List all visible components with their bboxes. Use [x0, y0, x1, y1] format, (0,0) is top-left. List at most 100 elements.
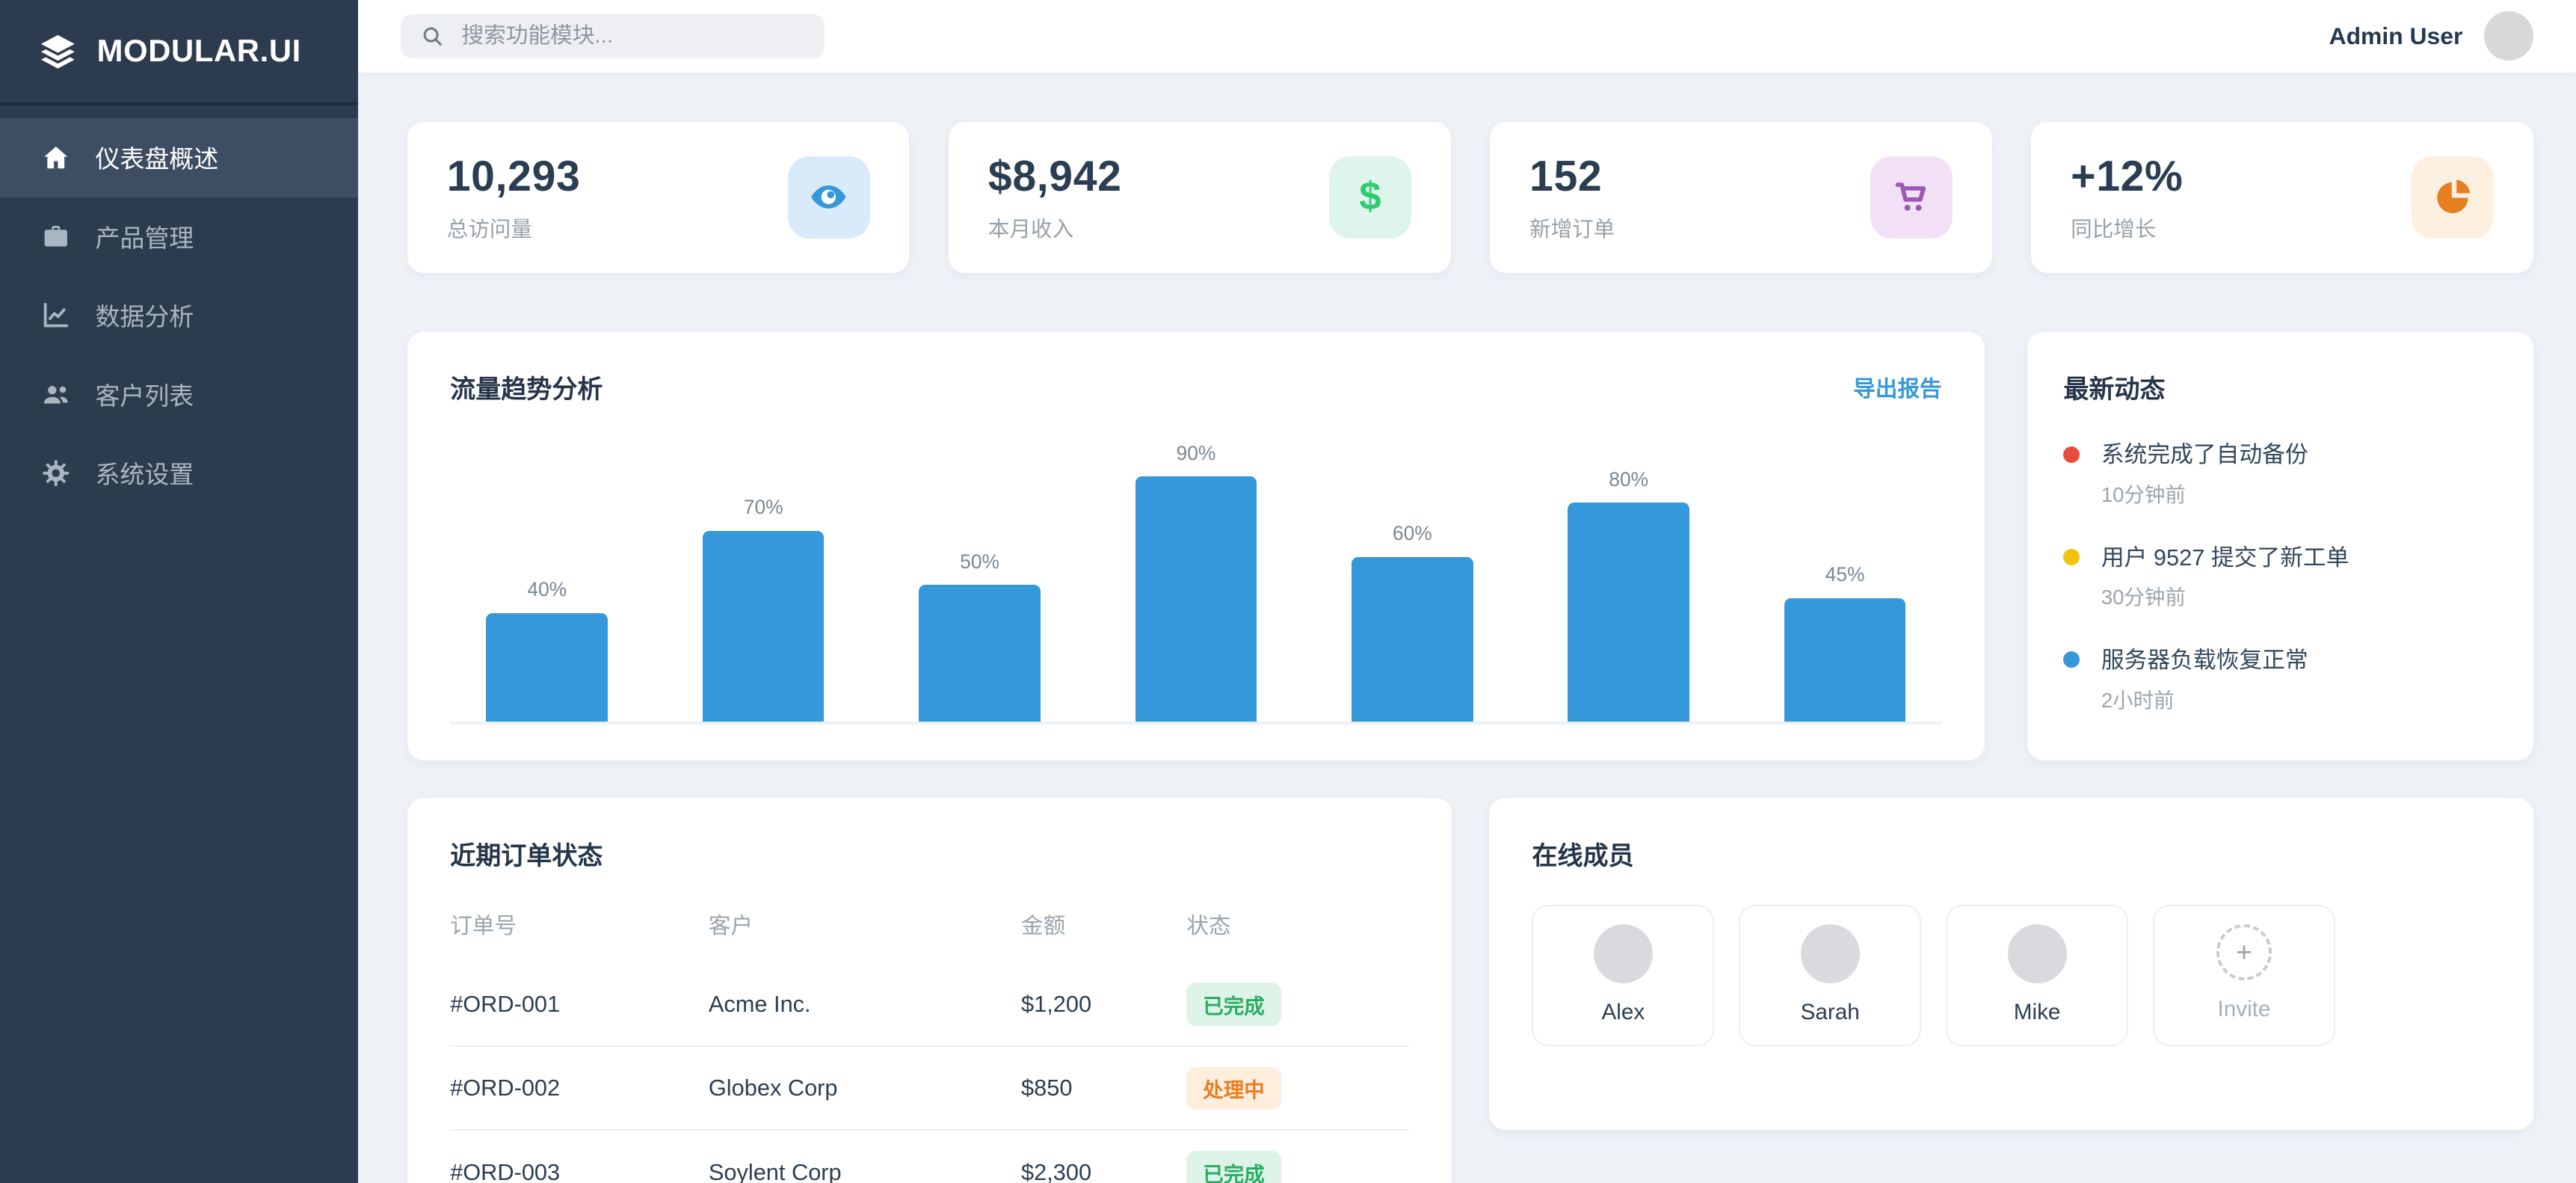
plus-icon: +: [2216, 924, 2273, 980]
order-id: #ORD-003: [450, 1130, 709, 1183]
user-name: Admin User: [2329, 22, 2463, 49]
order-id: #ORD-002: [450, 1046, 709, 1131]
members-list: Alex Sarah Mike + Invite: [1532, 904, 2490, 1047]
members-title: 在线成员: [1532, 841, 1634, 870]
bar-chart: 40% 70% 50% 90% 60% 80% 45%: [450, 431, 1942, 725]
order-status: 处理中: [1186, 1046, 1409, 1131]
members-card: 在线成员 Alex Sarah Mike + Invite: [1489, 798, 2533, 1131]
stats-row: 10,293 总访问量 $8,942 本月收入 $ 152 新增订单 +12% …: [407, 121, 2533, 273]
member-name: Sarah: [1800, 1000, 1860, 1025]
status-dot: [2063, 446, 2080, 464]
gear-icon: [41, 458, 71, 488]
order-customer: Globex Corp: [708, 1046, 1022, 1131]
sidebar-item-label: 客户列表: [95, 381, 194, 410]
bar-2: 50%: [919, 550, 1041, 722]
table-row-2: #ORD-003 Soylent Corp $2,300 已完成: [450, 1130, 1409, 1183]
bar-rect: [486, 612, 608, 722]
order-status: 已完成: [1186, 962, 1409, 1048]
bar-value-label: 40%: [527, 578, 567, 601]
stat-value: 10,293: [446, 152, 581, 200]
member-card-2: Mike: [1946, 904, 2129, 1047]
main-area: Admin User 10,293 总访问量 $8,942 本月收入 $ 152…: [358, 0, 2576, 1183]
stat-label: 总访问量: [446, 217, 533, 242]
stat-value: $8,942: [987, 152, 1122, 200]
member-name: Alex: [1601, 1000, 1645, 1025]
stat-card-3: +12% 同比增长: [2031, 121, 2533, 273]
activity-item-2: 服务器负载恢复正常 2小时前: [2063, 645, 2497, 713]
bar-1: 70%: [702, 496, 825, 722]
chart-line-icon: [41, 301, 71, 331]
activity-time: 10分钟前: [2101, 483, 2186, 507]
bar-rect: [1135, 476, 1257, 722]
middle-row: 流量趋势分析 导出报告 40% 70% 50% 90% 60% 80% 45%: [407, 331, 2533, 760]
sidebar-item-1[interactable]: 产品管理: [0, 197, 358, 276]
orders-col-header: 金额: [1021, 914, 1066, 939]
box-icon: [41, 222, 71, 252]
activity-body: 用户 9527 提交了新工单 30分钟前: [2101, 543, 2349, 611]
stat-card-2: 152 新增订单: [1490, 121, 1992, 273]
bar-value-label: 80%: [1609, 467, 1649, 491]
content: 10,293 总访问量 $8,942 本月收入 $ 152 新增订单 +12% …: [358, 73, 2576, 1183]
logo: MODULAR.UI: [0, 0, 359, 105]
avatar: [2007, 924, 2067, 984]
chart-header: 流量趋势分析 导出报告: [450, 368, 1942, 405]
bar-rect: [919, 585, 1041, 722]
stat-text: $8,942 本月收入: [988, 152, 1122, 243]
sidebar-nav: 仪表盘概述 产品管理 数据分析 客户列表 系统设置: [0, 105, 359, 513]
avatar: [1800, 924, 1860, 984]
sidebar-item-3[interactable]: 客户列表: [0, 355, 358, 434]
activity-text: 用户 9527 提交了新工单: [2101, 544, 2349, 571]
sidebar: MODULAR.UI 仪表盘概述 产品管理 数据分析 客户列表 系统设置: [0, 0, 359, 1183]
orders-col-header: 客户: [708, 914, 754, 939]
bar-rect: [1568, 503, 1689, 722]
stat-label: 新增订单: [1529, 217, 1615, 242]
activity-text: 系统完成了自动备份: [2101, 441, 2308, 468]
search-input[interactable]: [458, 22, 805, 51]
avatar: [1593, 924, 1653, 984]
stat-label: 本月收入: [987, 217, 1074, 242]
orders-title: 近期订单状态: [450, 841, 603, 870]
bar-3: 90%: [1135, 441, 1257, 722]
orders-col-header: 状态: [1186, 914, 1231, 939]
invite-member-button[interactable]: + Invite: [2153, 904, 2335, 1047]
bar-6: 45%: [1784, 563, 1906, 722]
table-row-0: #ORD-001 Acme Inc. $1,200 已完成: [450, 962, 1409, 1048]
bottom-row: 近期订单状态 订单号 客户 金额 状态 #ORD-001 Acme Inc. $1,2…: [407, 798, 2533, 1183]
traffic-chart-card: 流量趋势分析 导出报告 40% 70% 50% 90% 60% 80% 45%: [407, 331, 1985, 760]
stat-text: 152 新增订单: [1529, 152, 1615, 243]
sidebar-item-label: 系统设置: [95, 461, 194, 489]
orders-table: 订单号 客户 金额 状态 #ORD-001 Acme Inc. $1,200 已完成 …: [450, 891, 1409, 1183]
search-icon: [421, 25, 444, 48]
sidebar-item-0[interactable]: 仪表盘概述: [0, 118, 359, 197]
member-name: Mike: [2013, 1000, 2061, 1025]
status-badge: 处理中: [1186, 1066, 1281, 1110]
bar-value-label: 90%: [1176, 441, 1216, 464]
sidebar-item-label: 仪表盘概述: [95, 145, 219, 173]
user-avatar[interactable]: [2483, 11, 2533, 61]
bar-rect: [1784, 597, 1906, 722]
stat-card-1: $8,942 本月收入 $: [949, 121, 1451, 273]
cart-icon: [1870, 156, 1953, 239]
activity-item-1: 用户 9527 提交了新工单 30分钟前: [2063, 543, 2497, 611]
stat-value: +12%: [2071, 152, 2184, 200]
bar-value-label: 45%: [1825, 563, 1865, 586]
export-report-link[interactable]: 导出报告: [1853, 376, 1942, 402]
users-icon: [41, 380, 71, 410]
search-box[interactable]: [401, 13, 825, 58]
invite-label: Invite: [2217, 996, 2271, 1021]
member-card-0: Alex: [1532, 904, 1715, 1047]
table-row-1: #ORD-002 Globex Corp $850 处理中: [450, 1046, 1409, 1131]
activity-time: 30分钟前: [2101, 586, 2186, 609]
activity-text: 服务器负载恢复正常: [2101, 646, 2308, 673]
status-dot: [2063, 549, 2080, 566]
status-dot: [2063, 651, 2080, 669]
status-badge: 已完成: [1186, 1150, 1281, 1183]
status-badge: 已完成: [1186, 983, 1281, 1026]
activity-title: 最新动态: [2063, 375, 2166, 405]
bar-value-label: 60%: [1392, 522, 1432, 545]
sidebar-item-4[interactable]: 系统设置: [0, 434, 358, 512]
activity-body: 系统完成了自动备份 10分钟前: [2101, 440, 2308, 508]
dollar-icon: $: [1328, 156, 1411, 239]
sidebar-item-2[interactable]: 数据分析: [0, 276, 358, 354]
order-customer: Acme Inc.: [708, 962, 1022, 1048]
